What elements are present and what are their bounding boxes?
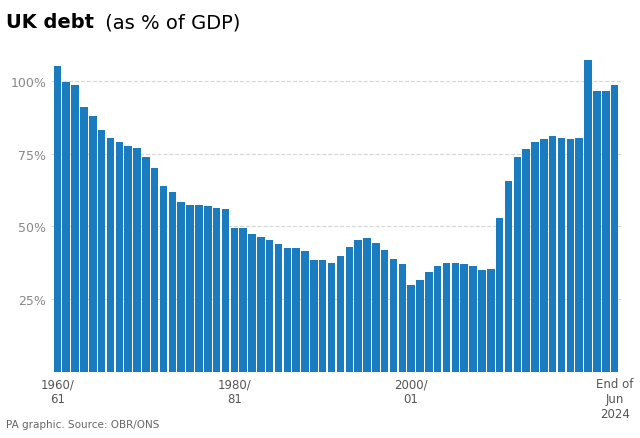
Bar (522, 150, 530, 372)
Bar (142, 157, 150, 372)
Bar (496, 218, 504, 372)
Bar (346, 247, 353, 372)
Bar (107, 138, 114, 372)
Bar (566, 140, 574, 372)
Bar (133, 148, 141, 372)
Bar (284, 249, 291, 372)
Bar (319, 260, 326, 372)
Bar (558, 138, 565, 372)
Bar (337, 256, 344, 372)
Bar (221, 209, 229, 372)
Bar (469, 266, 477, 372)
Bar (611, 86, 618, 372)
Bar (54, 67, 61, 372)
Bar (230, 229, 238, 372)
Bar (89, 117, 97, 372)
Bar (381, 250, 388, 372)
Bar (452, 263, 459, 372)
Bar (275, 244, 282, 372)
Bar (292, 249, 300, 372)
Bar (124, 147, 132, 372)
Bar (575, 138, 583, 372)
Bar (416, 281, 424, 372)
Text: UK debt: UK debt (6, 13, 95, 32)
Bar (80, 108, 88, 372)
Bar (310, 260, 317, 372)
Bar (71, 86, 79, 372)
Bar (408, 285, 415, 372)
Bar (160, 186, 167, 372)
Text: (as % of GDP): (as % of GDP) (99, 13, 241, 32)
Bar (390, 259, 397, 372)
Bar (168, 192, 176, 372)
Bar (549, 137, 556, 372)
Bar (425, 272, 433, 372)
Bar (399, 265, 406, 372)
Bar (363, 239, 371, 372)
Bar (434, 266, 442, 372)
Bar (239, 229, 247, 372)
Bar (63, 83, 70, 372)
Bar (257, 237, 264, 372)
Bar (513, 157, 521, 372)
Bar (478, 271, 486, 372)
Bar (531, 143, 539, 372)
Bar (355, 240, 362, 372)
Bar (195, 205, 203, 372)
Bar (266, 240, 273, 372)
Bar (177, 202, 185, 372)
Bar (602, 92, 609, 372)
Bar (372, 243, 380, 372)
Bar (248, 234, 256, 372)
Bar (505, 182, 512, 372)
Bar (186, 205, 194, 372)
Bar (151, 169, 159, 372)
Bar (461, 265, 468, 372)
Bar (328, 263, 335, 372)
Bar (540, 140, 548, 372)
Bar (213, 208, 220, 372)
Bar (443, 263, 451, 372)
Bar (98, 131, 106, 372)
Bar (301, 252, 309, 372)
Text: PA graphic. Source: OBR/ONS: PA graphic. Source: OBR/ONS (6, 419, 160, 429)
Bar (116, 143, 123, 372)
Bar (487, 269, 495, 372)
Bar (204, 207, 211, 372)
Bar (593, 92, 601, 372)
Bar (584, 61, 592, 372)
